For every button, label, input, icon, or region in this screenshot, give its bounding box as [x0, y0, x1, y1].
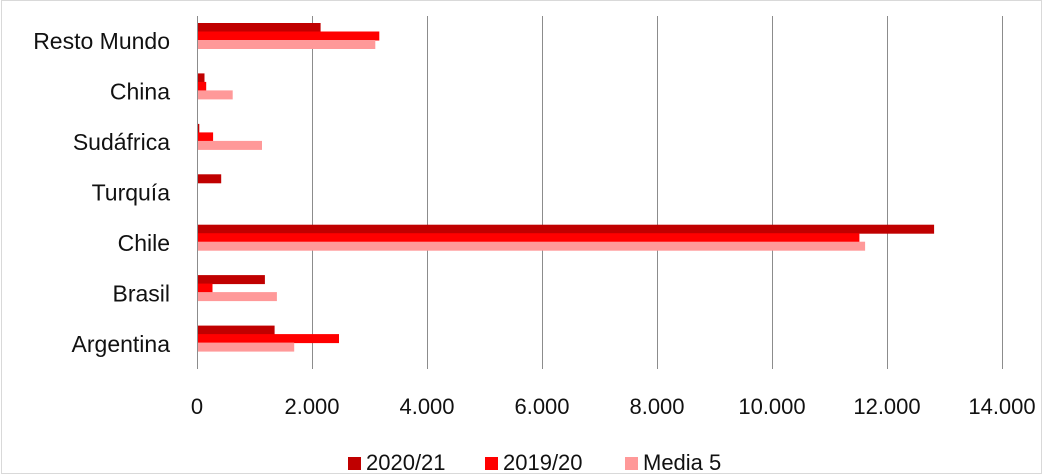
bar [197, 132, 214, 142]
bar [197, 23, 321, 32]
category-label: Brasil [112, 280, 170, 306]
x-tick-label: 10.000 [738, 394, 805, 419]
bars [197, 23, 935, 352]
legend-label: Media 5 [643, 450, 721, 475]
x-tick-labels: 0 2.000 4.000 6.000 8.000 10.000 12.000 14.000 [191, 394, 1036, 419]
bar [197, 325, 275, 335]
category-label: Chile [118, 230, 170, 256]
legend-label: 2019/20 [503, 450, 583, 475]
legend-swatch [485, 457, 498, 470]
bar [197, 81, 207, 91]
bar [197, 31, 380, 41]
bar [197, 342, 295, 352]
legend: 2020/21 2019/20 Media 5 [348, 450, 721, 475]
legend-swatch [348, 457, 361, 470]
bar [197, 233, 860, 243]
category-label: Turquía [92, 180, 171, 206]
category-labels: Resto Mundo China Sudáfrica Turquía Chile Bra… [33, 28, 170, 357]
x-tick-label: 2.000 [284, 394, 339, 419]
x-tick-label: 0 [191, 394, 203, 419]
category-label: China [110, 79, 170, 105]
legend-label: 2020/21 [366, 450, 446, 475]
bar [197, 334, 339, 344]
bar [197, 292, 277, 302]
bar [197, 123, 200, 133]
bar [197, 241, 866, 251]
bar [197, 40, 376, 49]
x-tick-label: 12.000 [853, 394, 920, 419]
legend-swatch [625, 457, 638, 470]
bar [197, 283, 213, 293]
gridlines [312, 16, 1003, 369]
bar [197, 224, 935, 234]
x-tick-label: 4.000 [399, 394, 454, 419]
bar [197, 90, 233, 100]
x-tick-label: 8.000 [629, 394, 684, 419]
bar [197, 174, 222, 184]
bar [197, 275, 265, 285]
bar [197, 73, 205, 83]
category-label: Resto Mundo [33, 28, 170, 54]
category-label: Argentina [72, 331, 171, 357]
x-tick-label: 6.000 [514, 394, 569, 419]
category-label: Sudáfrica [73, 129, 170, 155]
bar [197, 140, 262, 150]
x-tick-label: 14.000 [968, 394, 1035, 419]
